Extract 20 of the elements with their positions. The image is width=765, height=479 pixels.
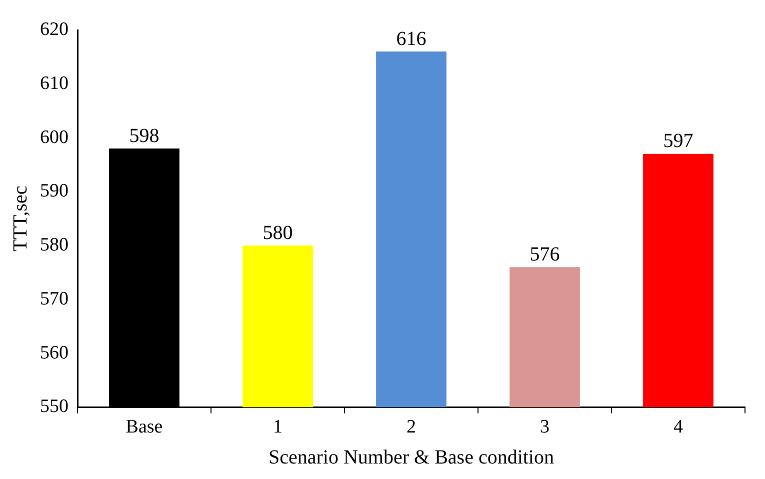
x-tick-label: Base xyxy=(126,416,163,438)
y-tick-label: 590 xyxy=(40,180,68,202)
y-tick-label: 550 xyxy=(40,396,68,418)
x-tick-label: 4 xyxy=(674,416,684,438)
y-tick-label: 620 xyxy=(40,18,68,40)
y-tick-label: 560 xyxy=(40,342,68,364)
y-tick-label: 600 xyxy=(40,126,68,148)
x-tick-label: 1 xyxy=(273,416,282,438)
y-axis-title: TTT,sec xyxy=(9,186,32,252)
y-tick-label: 570 xyxy=(40,288,68,310)
data-label: 598 xyxy=(129,124,160,147)
data-label: 576 xyxy=(530,243,560,266)
y-tick-label: 580 xyxy=(40,234,68,256)
data-label: 580 xyxy=(262,222,293,244)
x-tick-label: 3 xyxy=(540,416,550,438)
x-axis-title: Scenario Number & Base condition xyxy=(268,446,554,468)
data-label: 616 xyxy=(396,28,426,50)
data-label: 597 xyxy=(663,130,694,152)
x-tick-label: 2 xyxy=(406,416,416,438)
y-tick-label: 610 xyxy=(40,72,68,94)
